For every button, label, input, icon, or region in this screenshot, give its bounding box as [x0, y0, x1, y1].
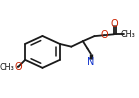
Text: N: N	[87, 57, 95, 67]
Text: CH₃: CH₃	[121, 30, 136, 39]
Text: CH₃: CH₃	[0, 63, 14, 72]
Text: O: O	[15, 62, 22, 72]
Text: O: O	[100, 30, 108, 40]
Text: O: O	[111, 19, 119, 29]
